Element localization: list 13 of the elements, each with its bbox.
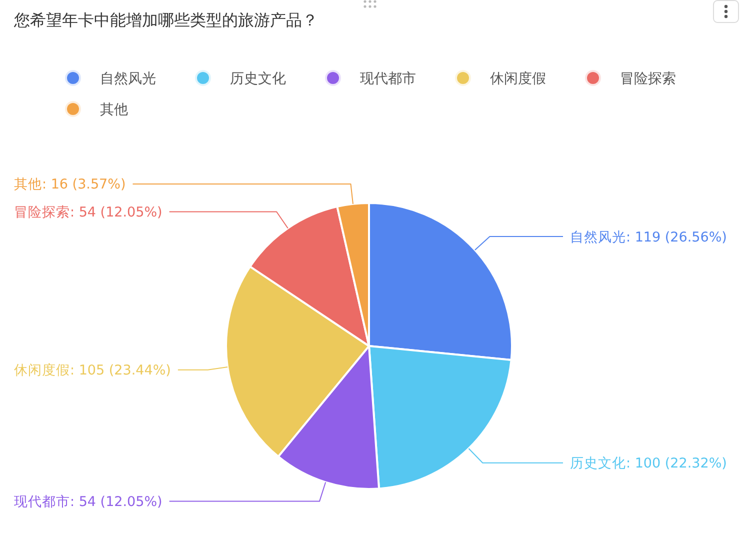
data-label: 冒险探索: 54 (12.05%): [14, 204, 162, 220]
data-label: 自然风光: 119 (26.56%): [570, 229, 727, 246]
legend-label: 自然风光: [100, 70, 156, 87]
data-label: 现代都市: 54 (12.05%): [14, 494, 162, 510]
legend-label: 现代都市: [360, 70, 416, 87]
legend-label: 冒险探索: [620, 70, 676, 87]
legend-label: 休闲度假: [490, 70, 546, 87]
legend-label: 历史文化: [230, 70, 286, 87]
chart-title: 您希望年卡中能增加哪些类型的旅游产品？: [13, 10, 318, 30]
legend-label: 其他: [100, 102, 128, 118]
data-label: 其他: 16 (3.57%): [14, 176, 126, 193]
data-label: 休闲度假: 105 (23.44%): [14, 362, 171, 379]
data-label: 历史文化: 100 (22.32%): [570, 456, 727, 472]
